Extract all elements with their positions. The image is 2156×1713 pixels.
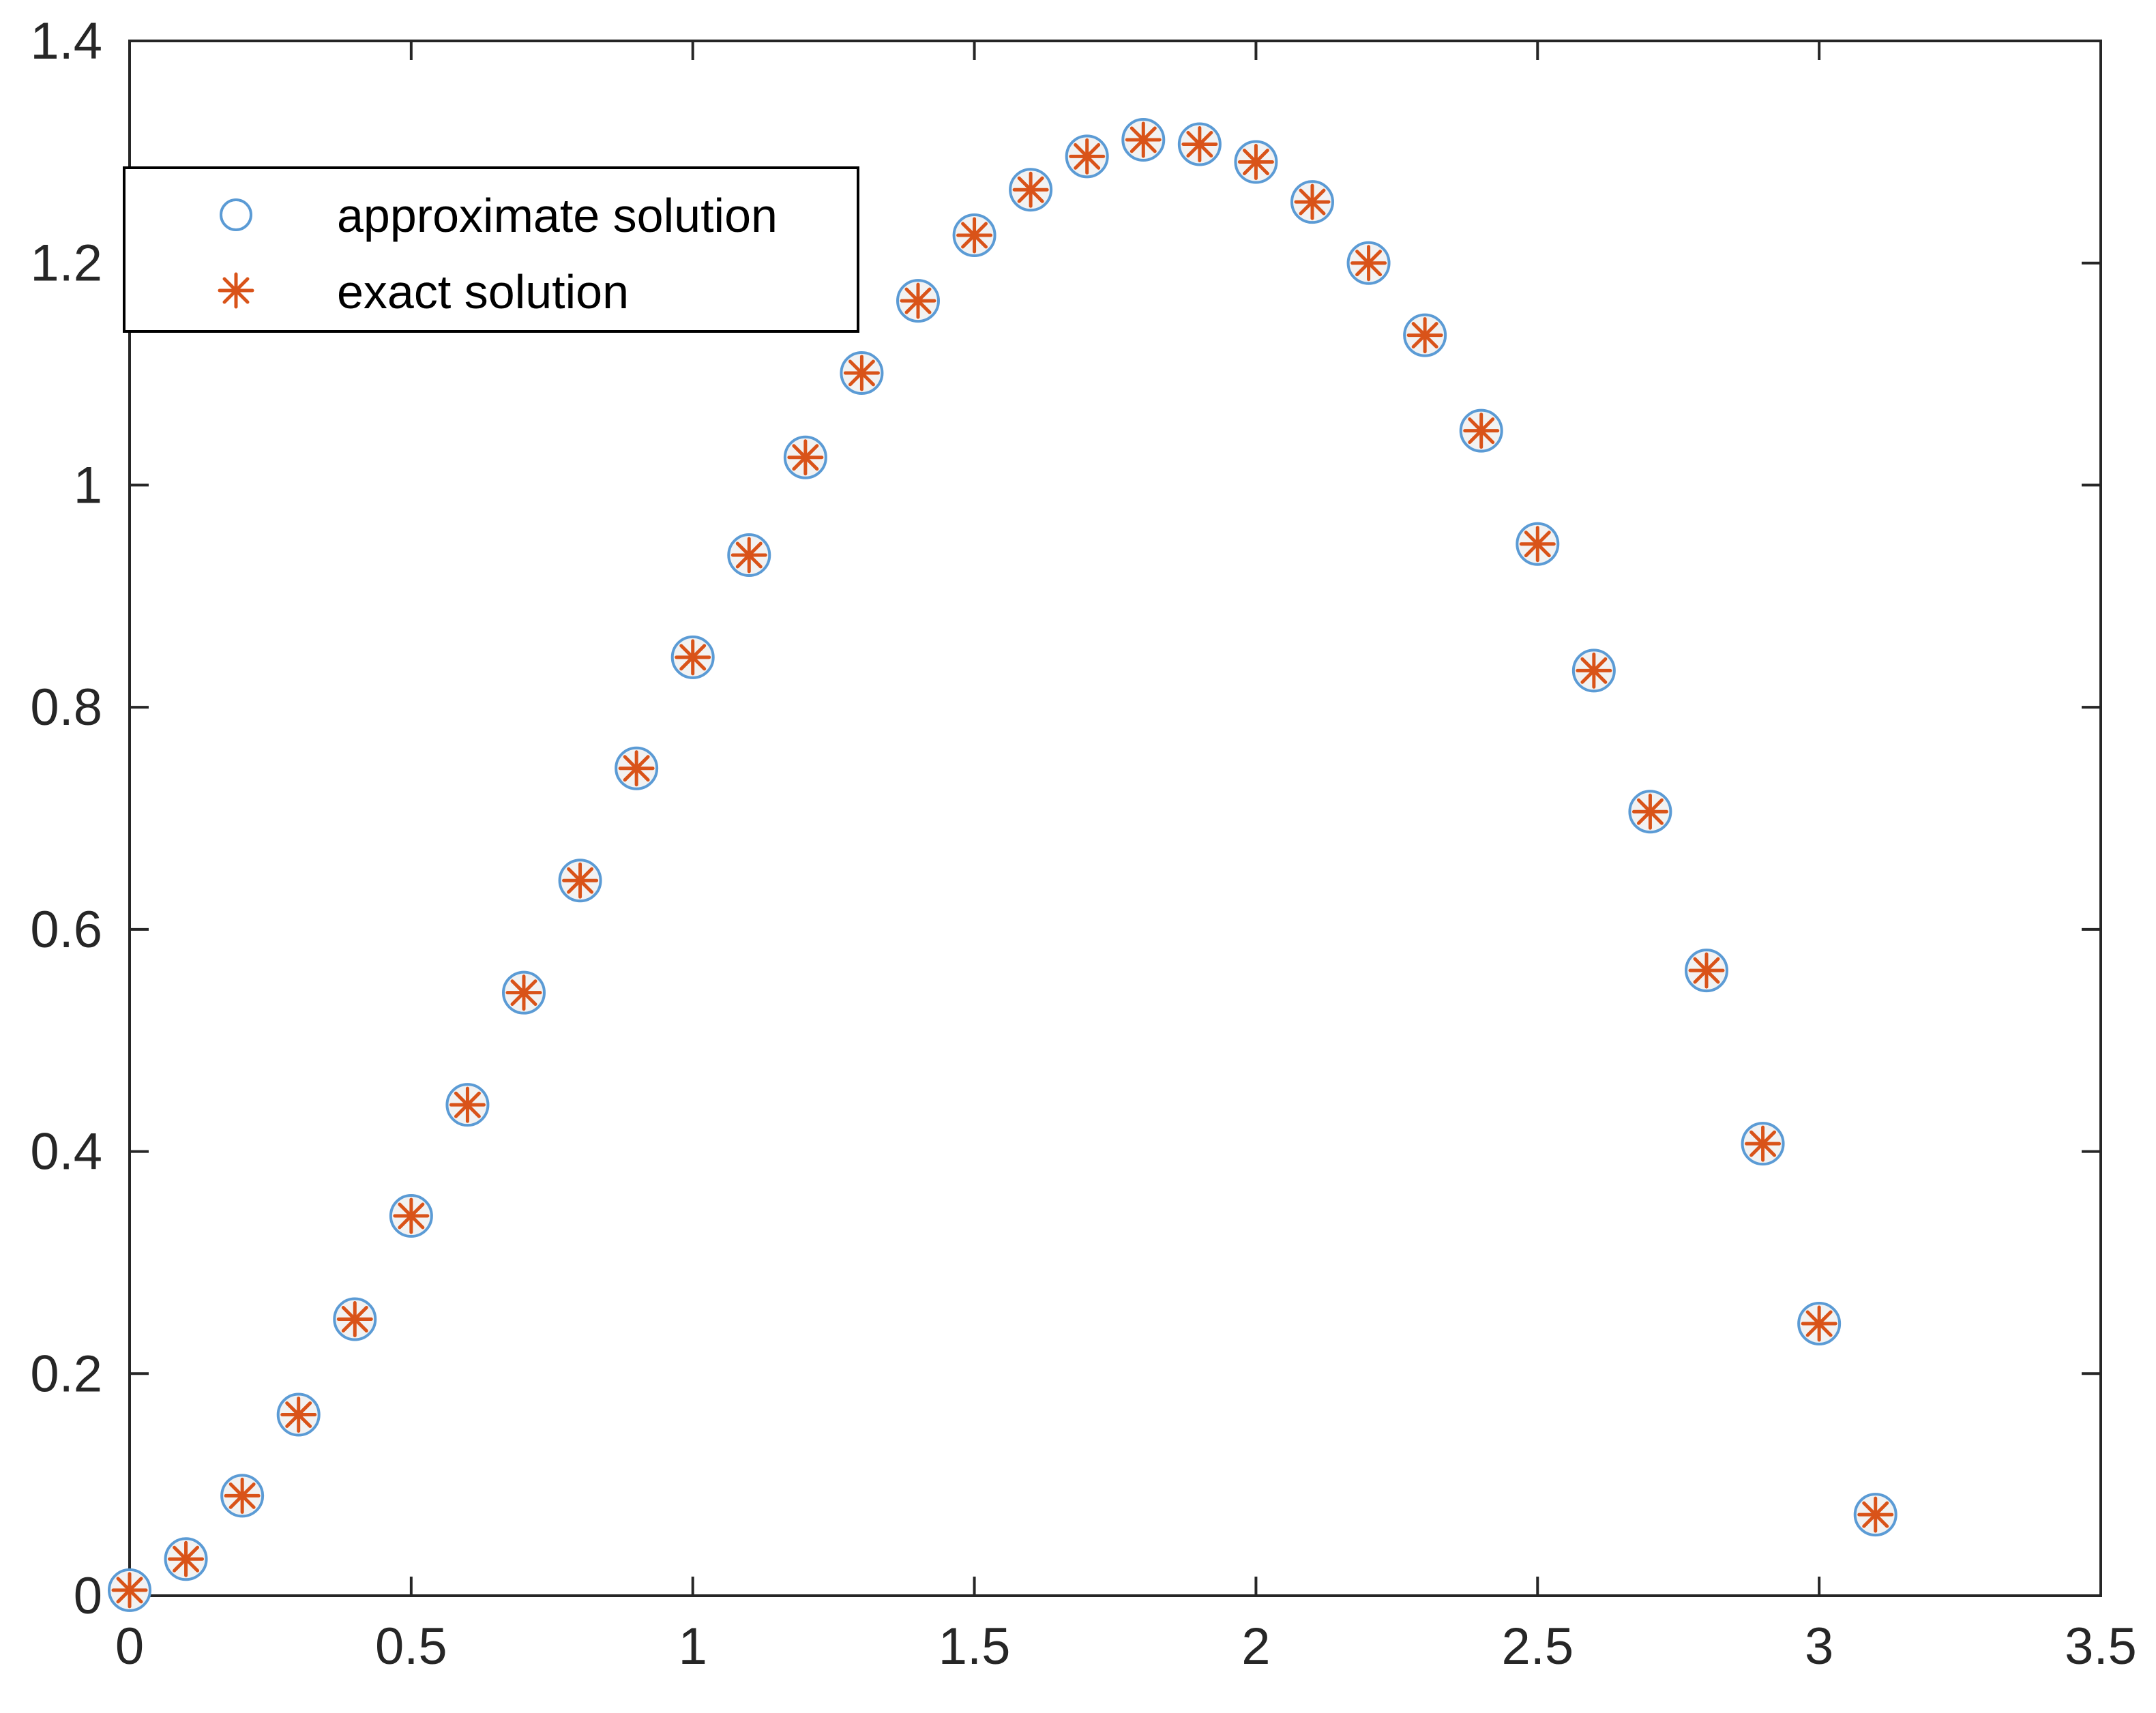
y-tick-label: 1	[74, 456, 102, 514]
x-tick-label: 3	[1805, 1618, 1833, 1675]
exact-point	[1294, 183, 1331, 220]
exact-point	[224, 1477, 261, 1514]
exact-point	[280, 1397, 317, 1433]
y-tick-label: 0	[74, 1567, 102, 1625]
exact-point	[956, 217, 993, 254]
exact-point	[168, 1540, 205, 1577]
exact-point	[1576, 652, 1612, 689]
x-tick-label: 1	[679, 1618, 707, 1675]
x-tick-label: 1.5	[939, 1618, 1011, 1675]
legend: approximate solution exact solution	[123, 166, 859, 333]
exact-point	[1125, 121, 1162, 158]
legend-box	[123, 166, 859, 333]
y-tick-label: 0.6	[30, 901, 102, 959]
exact-point	[1631, 793, 1668, 830]
exact-point	[1688, 952, 1725, 989]
exact-point	[1350, 245, 1387, 282]
exact-point	[618, 750, 655, 787]
x-tick-label: 0.5	[375, 1618, 447, 1675]
exact-point	[1745, 1125, 1782, 1162]
y-tick-label: 0.8	[30, 679, 102, 736]
exact-point	[1069, 138, 1106, 175]
legend-label-exact: exact solution	[337, 265, 629, 318]
legend-asterisk-icon	[218, 272, 254, 309]
legend-label-approximate: approximate solution	[337, 189, 778, 242]
y-tick-label: 0.4	[30, 1123, 102, 1181]
exact-point	[449, 1086, 486, 1123]
y-tick-label: 0.2	[30, 1345, 102, 1403]
exact-point	[843, 355, 880, 391]
data-markers	[108, 117, 1897, 1612]
exact-point	[111, 1572, 148, 1609]
x-tick-label: 0	[115, 1618, 144, 1675]
x-tick-label: 3.5	[2065, 1618, 2137, 1675]
exact-point	[675, 639, 711, 676]
x-axis: 0 0.5 1 1.5 2 2.5 3 3.5	[115, 41, 2137, 1675]
exact-point	[1463, 413, 1500, 449]
exact-point	[1406, 317, 1443, 354]
exact-point	[1857, 1496, 1894, 1533]
exact-point	[1519, 526, 1556, 563]
exact-point	[1012, 171, 1049, 208]
exact-point	[787, 439, 824, 476]
exact-point	[505, 974, 542, 1011]
legend-circle-icon	[220, 198, 252, 231]
x-tick-label: 2	[1241, 1618, 1270, 1675]
exact-point	[336, 1300, 373, 1337]
y-tick-label: 1.4	[30, 12, 102, 70]
exact-point	[900, 282, 936, 319]
exact-point	[562, 862, 599, 899]
x-tick-label: 2.5	[1501, 1618, 1574, 1675]
exact-point	[1801, 1305, 1837, 1342]
y-tick-label: 1.2	[30, 235, 102, 293]
exact-point	[1237, 144, 1274, 181]
exact-point	[1181, 125, 1218, 162]
exact-point	[730, 537, 767, 574]
exact-point	[393, 1197, 430, 1234]
